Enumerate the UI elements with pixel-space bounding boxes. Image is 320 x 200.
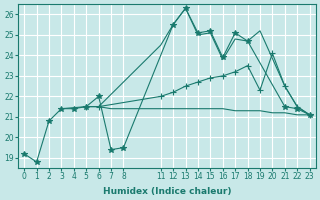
X-axis label: Humidex (Indice chaleur): Humidex (Indice chaleur) [103, 187, 231, 196]
